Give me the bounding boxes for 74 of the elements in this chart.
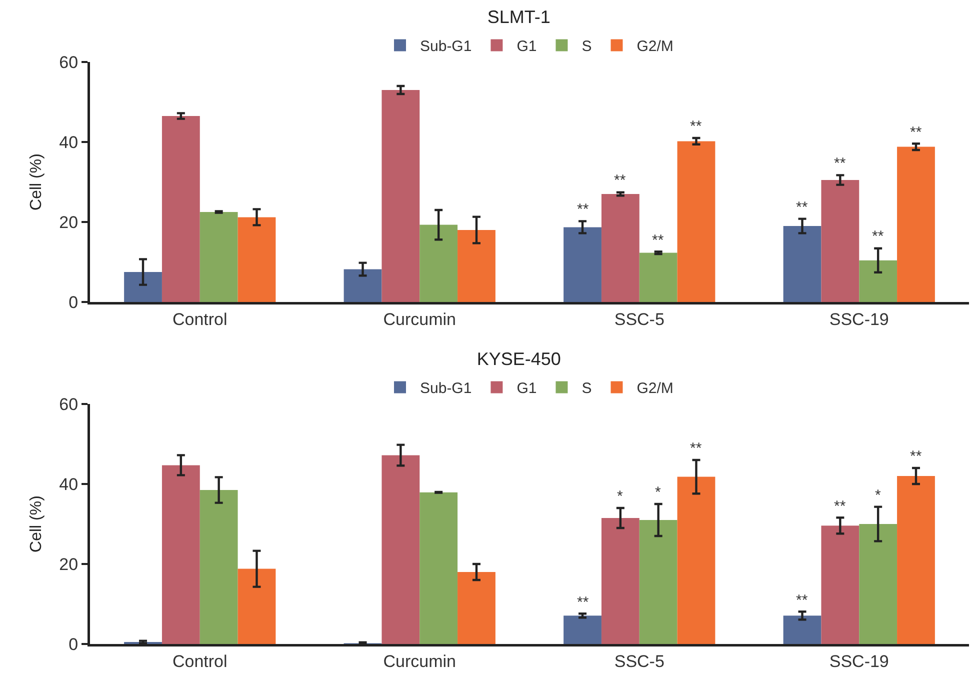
y-tick-label: 0: [68, 292, 78, 312]
y-tick-label: 60: [59, 394, 78, 414]
data-label: **: [872, 228, 884, 245]
bar: [238, 217, 276, 302]
bar: [382, 455, 420, 644]
x-tick-label: SSC-5: [614, 310, 664, 329]
data-label: **: [834, 155, 846, 172]
bar: [783, 226, 822, 302]
data-label: **: [796, 199, 808, 216]
bar: [420, 224, 458, 302]
bar: [344, 269, 382, 302]
data-label: **: [834, 498, 846, 515]
y-tick-label: 40: [59, 132, 78, 152]
x-tick-label: Curcumin: [383, 310, 456, 329]
data-label: **: [796, 592, 808, 609]
y-tick-label: 20: [59, 212, 78, 232]
y-tick-label: 60: [59, 52, 78, 72]
bar: [639, 520, 678, 644]
y-tick-label: 40: [59, 474, 78, 494]
legend-label: S: [582, 380, 592, 398]
bar: [677, 476, 716, 644]
bar: [200, 490, 238, 644]
y-axis-title: Cell (%): [28, 496, 45, 552]
bar: [677, 141, 716, 302]
chart-title: KYSE-450: [476, 348, 561, 369]
bar: [564, 227, 602, 302]
legend-label: G2/M: [636, 38, 674, 56]
bar: [859, 524, 898, 644]
data-label: **: [652, 232, 664, 249]
legend-label: S: [582, 38, 592, 56]
bar: [601, 518, 640, 644]
x-tick-label: SSC-19: [829, 652, 889, 671]
data-label: **: [577, 594, 589, 611]
legend-label: G2/M: [636, 380, 674, 398]
bar: [162, 116, 200, 302]
y-tick-label: 20: [59, 554, 78, 574]
bar: [897, 146, 935, 302]
bar: [601, 194, 640, 302]
data-label: **: [910, 448, 922, 465]
bar: [564, 616, 602, 644]
x-tick-label: Control: [172, 310, 228, 329]
x-tick-label: SSC-19: [829, 310, 889, 329]
bar: [420, 492, 458, 644]
bar: [639, 252, 678, 302]
x-tick-label: SSC-5: [614, 652, 664, 671]
bar: [783, 616, 822, 644]
data-label: **: [910, 124, 922, 141]
data-label: **: [577, 201, 589, 218]
legend-label: Sub-G1: [420, 380, 472, 398]
data-label: *: [875, 487, 881, 504]
chart-title: SLMT-1: [487, 6, 550, 27]
data-label: *: [655, 484, 661, 501]
legend-label: G1: [516, 38, 537, 56]
bar: [162, 465, 200, 644]
bar: [458, 572, 496, 644]
data-label: **: [690, 440, 702, 457]
bar: [382, 90, 420, 302]
bar: [238, 568, 276, 644]
bar: [821, 180, 860, 302]
x-tick-label: Curcumin: [383, 652, 456, 671]
legend-label: Sub-G1: [420, 38, 472, 56]
bar: [821, 526, 860, 644]
data-label: **: [690, 118, 702, 135]
data-label: **: [614, 172, 626, 189]
x-tick-label: Control: [172, 652, 228, 671]
legend-label: G1: [516, 380, 537, 398]
bar: [859, 260, 898, 302]
y-tick-label: 0: [68, 634, 78, 654]
y-axis-title: Cell (%): [28, 154, 45, 210]
bar: [458, 230, 496, 302]
bar: [897, 476, 935, 644]
bar: [124, 272, 162, 302]
bar: [200, 212, 238, 302]
data-label: *: [617, 488, 623, 505]
